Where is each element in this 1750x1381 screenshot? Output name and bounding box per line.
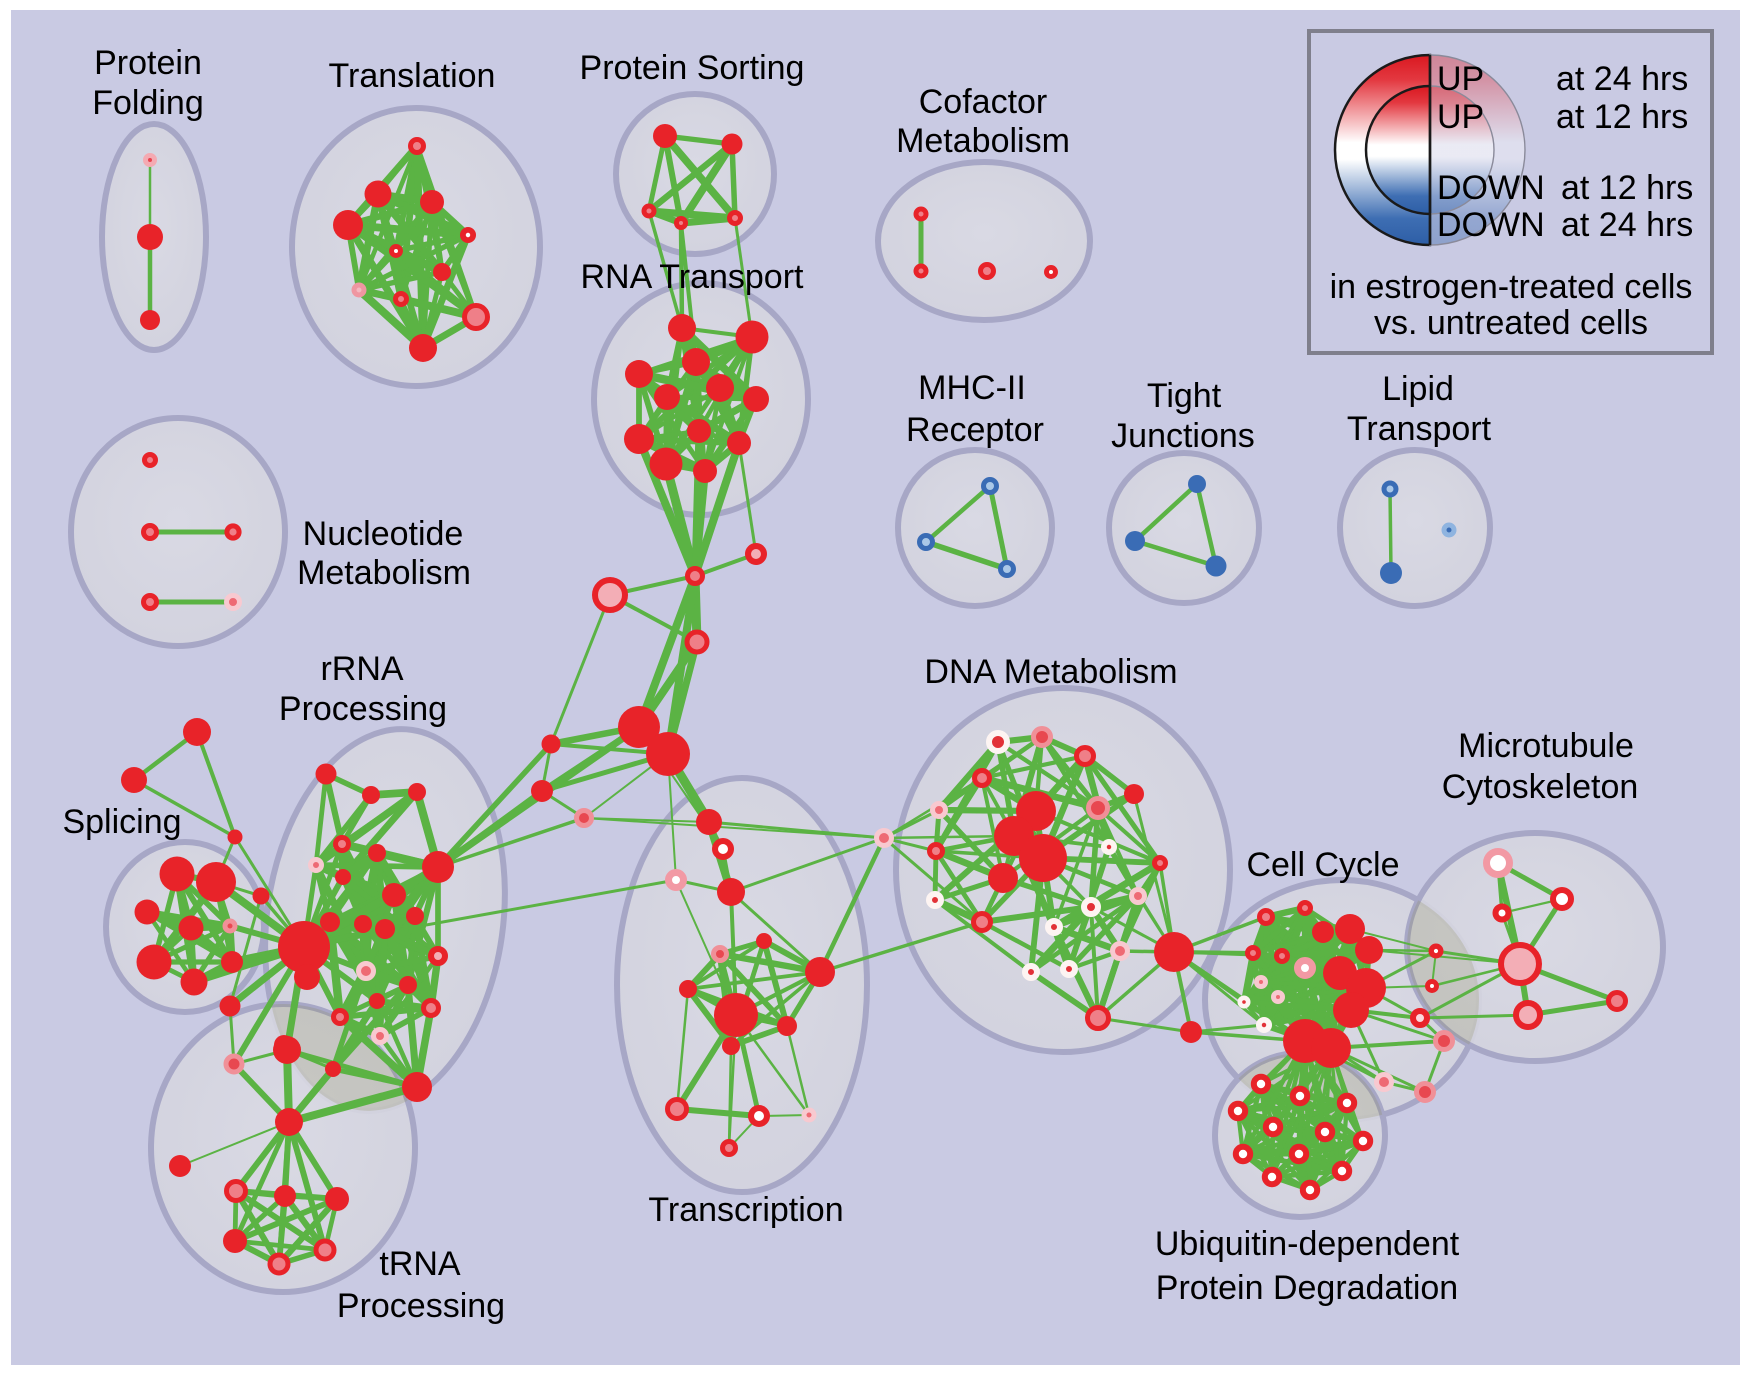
- svg-text:UP: UP: [1437, 60, 1484, 98]
- svg-text:Translation: Translation: [329, 57, 496, 95]
- svg-text:DOWN: DOWN: [1437, 169, 1545, 207]
- svg-text:Processing: Processing: [337, 1287, 505, 1325]
- svg-text:Microtubule: Microtubule: [1458, 727, 1634, 765]
- svg-text:Metabolism: Metabolism: [896, 122, 1070, 160]
- svg-text:Transport: Transport: [1347, 410, 1492, 448]
- svg-text:tRNA: tRNA: [379, 1245, 461, 1283]
- svg-text:Tight: Tight: [1147, 377, 1222, 415]
- svg-text:Lipid: Lipid: [1382, 370, 1454, 408]
- svg-text:Protein Sorting: Protein Sorting: [580, 49, 805, 87]
- svg-text:at 12 hrs: at 12 hrs: [1561, 169, 1693, 207]
- svg-text:RNA Transport: RNA Transport: [581, 258, 805, 296]
- svg-text:at 24 hrs: at 24 hrs: [1561, 206, 1693, 244]
- svg-text:at 24 hrs: at 24 hrs: [1556, 60, 1688, 98]
- svg-text:UP: UP: [1437, 98, 1484, 136]
- svg-text:Nucleotide: Nucleotide: [303, 515, 464, 553]
- svg-text:rRNA: rRNA: [320, 650, 403, 688]
- svg-text:Junctions: Junctions: [1111, 417, 1255, 455]
- svg-text:DNA Metabolism: DNA Metabolism: [924, 653, 1177, 691]
- svg-text:MHC-II: MHC-II: [918, 369, 1026, 407]
- svg-text:Protein Degradation: Protein Degradation: [1156, 1269, 1458, 1307]
- svg-text:vs. untreated cells: vs. untreated cells: [1374, 304, 1648, 342]
- svg-text:Splicing: Splicing: [62, 803, 181, 841]
- svg-text:DOWN: DOWN: [1437, 206, 1545, 244]
- svg-text:Receptor: Receptor: [906, 411, 1044, 449]
- svg-text:Ubiquitin-dependent: Ubiquitin-dependent: [1155, 1225, 1460, 1263]
- svg-text:Cofactor: Cofactor: [919, 83, 1048, 121]
- svg-text:Folding: Folding: [92, 84, 204, 122]
- svg-text:at 12 hrs: at 12 hrs: [1556, 98, 1688, 136]
- svg-text:Transcription: Transcription: [648, 1191, 843, 1229]
- svg-text:Cell Cycle: Cell Cycle: [1246, 846, 1399, 884]
- svg-text:Metabolism: Metabolism: [297, 554, 471, 592]
- svg-text:in estrogen-treated cells: in estrogen-treated cells: [1330, 268, 1693, 306]
- svg-text:Protein: Protein: [94, 44, 202, 82]
- svg-text:Processing: Processing: [279, 690, 447, 728]
- svg-text:Cytoskeleton: Cytoskeleton: [1442, 768, 1639, 806]
